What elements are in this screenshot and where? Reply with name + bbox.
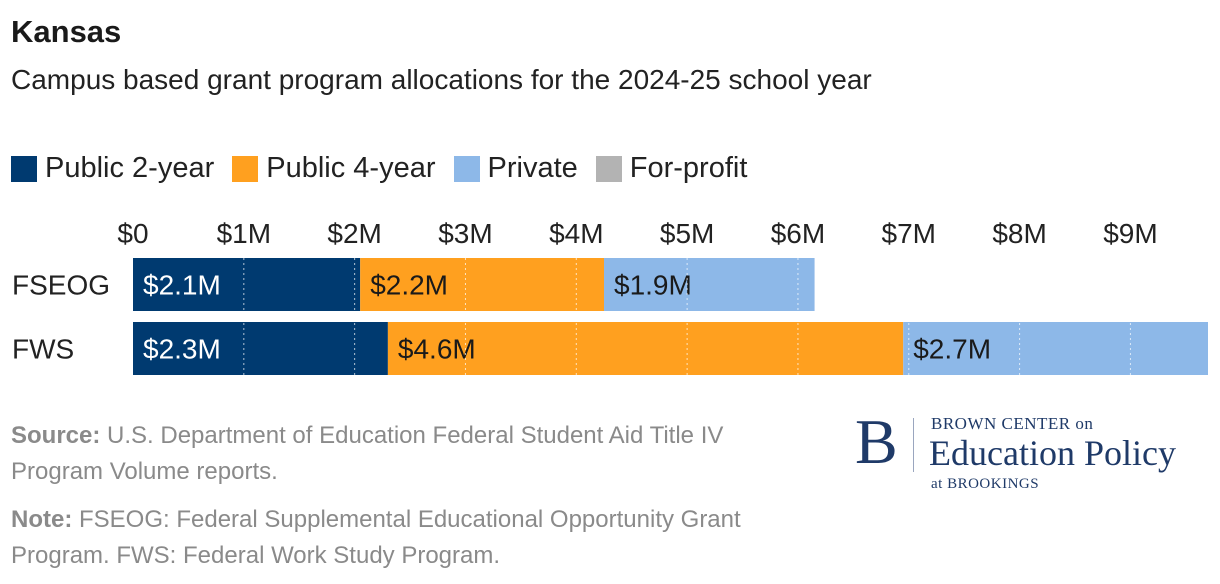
legend-item-private: Private xyxy=(453,152,578,185)
source-note: Source: U.S. Department of Education Fed… xyxy=(11,418,791,490)
legend-item-public-2-year: Public 2-year xyxy=(11,152,214,185)
brookings-logo: B BROWN CENTER on Education Policy at BR… xyxy=(855,410,1215,500)
x-tick-label: $0 xyxy=(117,218,148,249)
data-label: $4.6M xyxy=(398,334,476,365)
logo-line-2: Education Policy xyxy=(929,433,1176,473)
source-text: U.S. Department of Education Federal Stu… xyxy=(11,422,724,485)
data-label: $2.3M xyxy=(143,334,221,365)
bar-segment xyxy=(360,258,605,311)
x-tick-label: $5M xyxy=(660,218,714,249)
data-label: $1.9M xyxy=(614,270,692,301)
legend-label-public-2-year: Public 2-year xyxy=(45,152,215,184)
x-tick-label: $9M xyxy=(1103,218,1157,249)
x-tick-label: $2M xyxy=(327,218,381,249)
chart-subtitle: Campus based grant program allocations f… xyxy=(11,64,872,95)
legend-item-public-4-year: Public 4-year xyxy=(232,152,436,185)
x-tick-label: $6M xyxy=(771,218,825,249)
data-label: $2.7M xyxy=(913,334,991,365)
bar-segment xyxy=(133,322,388,375)
bar-segment xyxy=(133,258,361,311)
data-label: $2.1M xyxy=(143,270,221,301)
legend-label-private: Private xyxy=(487,152,578,184)
bar-segment xyxy=(604,258,815,311)
footnote: Note: FSEOG: Federal Supplemental Educat… xyxy=(11,502,801,574)
x-tick-label: $8M xyxy=(992,218,1046,249)
logo-mark: B xyxy=(855,406,898,477)
x-tick-label: $3M xyxy=(438,218,492,249)
legend-swatch-public-4-year xyxy=(232,155,259,182)
logo-line-3: at BROOKINGS xyxy=(931,476,1040,492)
x-tick-label: $7M xyxy=(882,218,936,249)
source-label: Source: xyxy=(11,422,101,449)
legend-swatch-private xyxy=(453,155,480,182)
note-text: FSEOG: Federal Supplemental Educational … xyxy=(11,506,741,569)
stacked-bar-chart: $0 $1M $2M $3M $4M $5M $6M $7M $8M $9M FSEOG FWS $2.… xyxy=(12,218,1208,375)
note-label: Note: xyxy=(11,506,73,533)
category-label: FSEOG xyxy=(12,270,110,301)
legend: Public 2-year Public 4-year Private For-… xyxy=(11,152,765,185)
legend-item-for-profit: For-profit xyxy=(595,152,748,185)
legend-label-for-profit: For-profit xyxy=(629,152,748,184)
bar-segment xyxy=(387,322,904,375)
bar-segment xyxy=(903,322,1208,375)
x-tick-label: $4M xyxy=(549,218,603,249)
legend-label-public-4-year: Public 4-year xyxy=(266,152,436,184)
logo-divider xyxy=(913,418,914,472)
data-label: $2.2M xyxy=(370,270,448,301)
legend-swatch-public-2-year xyxy=(11,155,37,182)
logo-line-1: BROWN CENTER on xyxy=(931,414,1094,433)
chart-title: Kansas xyxy=(11,14,122,49)
legend-swatch-for-profit xyxy=(595,155,622,182)
category-label: FWS xyxy=(12,334,74,365)
x-tick-label: $1M xyxy=(217,218,271,249)
